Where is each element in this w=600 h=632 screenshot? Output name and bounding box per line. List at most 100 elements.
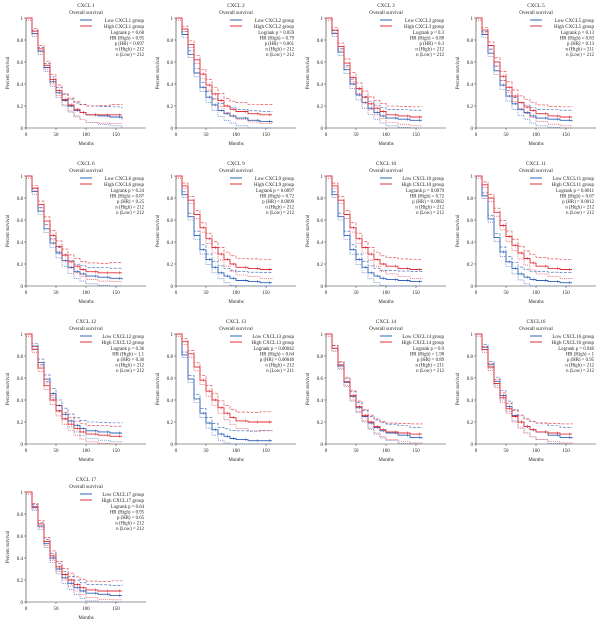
stat-line: HR (High) = 0.88 [410,36,445,41]
ci-upper-band [326,175,423,272]
y-tick-label: 0.6 [467,61,474,66]
y-tick-label: 1 [21,175,24,180]
panel-subtitle: Overall survival [519,168,553,174]
y-tick-label: 0.2 [467,421,474,426]
y-tick-label: 1 [21,333,24,338]
stat-line: p (HR) = 0.00046 [260,358,295,363]
stat-line: Logrank p = 0.00042 [253,347,294,352]
legend-high: High CXCL10 group [402,183,445,188]
y-tick-label: 0.8 [317,355,324,360]
y-tick-label: 0.4 [17,557,24,562]
low-group-curve [326,175,422,283]
stat-line: n (High) = 212 [265,206,294,211]
high-group-curve [326,17,422,118]
ci-upper-band [26,17,123,107]
x-tick-label: 100 [382,291,390,296]
stat-line: Logrank p = 0.3 [413,31,445,36]
x-tick-label: 100 [82,133,90,138]
y-tick-label: 0.6 [317,377,324,382]
stat-line: n (Low) = 212 [416,53,444,58]
ci-lower-band [26,177,123,283]
stat-line: p (HR) = 0.061 [265,42,295,47]
y-tick-label: 0.4 [17,241,24,246]
y-tick-label: 0.8 [17,355,24,360]
legend-low: Low CXCL14 group [402,335,444,340]
survival-panel: CXCL 13 Overall survival 0 0.2 0.4 0.6 0.8 1 0 50… [154,318,298,468]
x-tick-label: 150 [112,291,120,296]
legend-high: High CXCL12 group [102,341,145,346]
y-tick-label: 0.6 [167,377,174,382]
y-tick-label: 0.6 [467,219,474,224]
survival-panel: CXCL16 Overall survival 0 0.2 0.4 0.6 0.8 1 0 50 1… [454,318,598,468]
stat-line: HR (High) = 0.79 [260,36,295,41]
y-tick-label: 0.8 [167,39,174,44]
y-tick-label: 0.6 [17,61,24,66]
x-tick-label: 0 [25,449,28,454]
stat-line: Logrank p = 0.0097 [256,189,295,194]
high-group-curve [176,333,272,423]
legend-low: Low CXCL9 group [255,177,295,182]
stat-line: Logrank p = 0.68 [111,31,145,36]
y-axis-label: Percent survival [456,372,461,405]
panel-subtitle: Overall survival [69,168,103,174]
ci-upper-band [476,175,573,273]
x-tick-label: 100 [232,291,240,296]
panel-title: CXCL 14 [376,319,397,325]
ci-upper-band [326,333,423,428]
x-axis-label: Months [528,300,543,305]
x-tick-label: 0 [325,449,328,454]
ci-lower-band [26,493,123,601]
y-tick-label: 0.8 [317,39,324,44]
ci-lower-band [326,335,423,444]
x-tick-label: 50 [504,291,510,296]
panel-subtitle: Overall survival [69,326,103,332]
x-tick-label: 0 [25,607,28,612]
y-tick-label: 0.4 [17,83,24,88]
x-tick-label: 50 [204,133,210,138]
y-tick-label: 0.4 [167,83,174,88]
stat-line: p (HR) = 0.25 [117,200,145,205]
y-tick-label: 0.6 [167,219,174,224]
y-tick-label: 0.4 [467,399,474,404]
y-tick-label: 1 [471,333,474,338]
ci-lower-band [176,177,272,287]
legend-low: Low CXCL16 group [552,335,594,340]
stat-line: n (High) = 212 [565,364,594,369]
panel-subtitle: Overall survival [369,168,403,174]
panel-subtitle: Overall survival [519,10,553,16]
high-group-curve [476,175,572,270]
x-tick-label: 0 [175,449,178,454]
panel-subtitle: Overall survival [219,326,253,332]
stat-line: n (High) = 212 [415,48,444,53]
legend-high: High CXCL16 group [552,341,595,346]
legend-high: High CXCL9 group [254,183,295,188]
x-axis-label: Months [228,458,243,463]
survival-panel: CXCL 3 Overall survival 0 0.2 0.4 0.6 0.8 1 0 50 1… [304,2,448,152]
y-tick-label: 1 [471,175,474,180]
x-tick-label: 50 [204,291,210,296]
ci-upper-band [326,17,423,111]
x-tick-label: 100 [82,607,90,612]
stat-line: Logrank p = 0.13 [561,31,595,36]
panel-title: CXCL 12 [76,319,97,325]
x-tick-label: 150 [112,449,120,454]
high-group-curve [26,175,122,274]
ci-upper-band [476,333,573,428]
y-tick-label: 0 [171,127,174,132]
x-axis-label: Months [378,142,393,147]
x-tick-label: 0 [175,291,178,296]
y-tick-label: 0.4 [17,399,24,404]
panel-title: CXCL16 [526,319,545,325]
stat-line: n (High) = 212 [115,364,144,369]
ci-upper-band [26,17,123,109]
survival-panel: CXCL 5 Overall survival 0 0.2 0.4 0.6 0.8 1 0 50 1… [454,2,598,152]
ci-lower-band [476,335,572,445]
ci-upper-band [26,491,123,586]
y-tick-label: 0.4 [467,241,474,246]
panel-title: CXCL 11 [526,161,546,167]
legend-low: Low CXCL6 group [105,177,145,182]
